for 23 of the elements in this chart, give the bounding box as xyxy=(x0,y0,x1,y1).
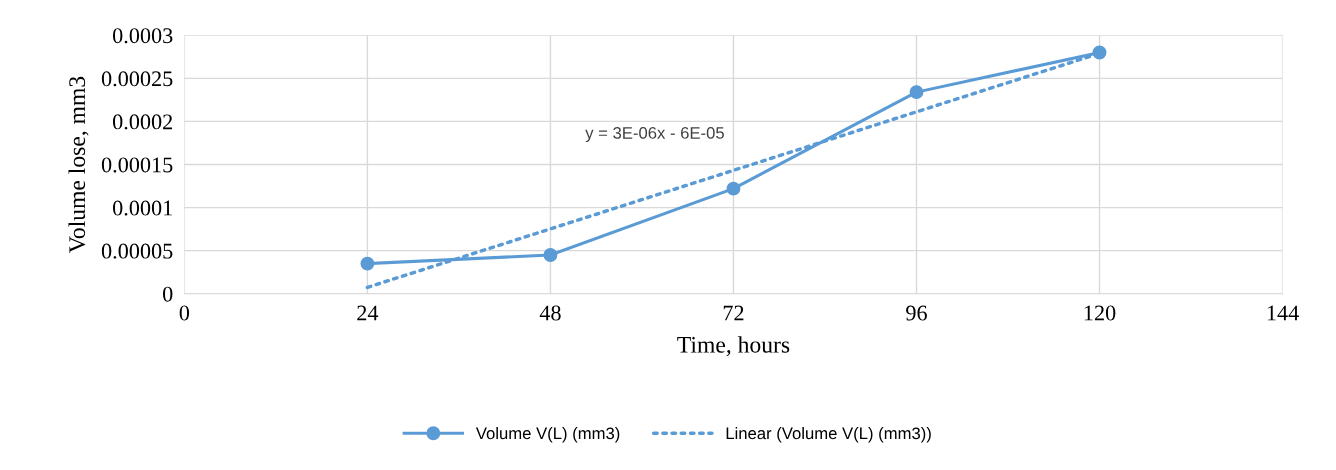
point xyxy=(543,248,558,262)
x-tick-label: 96 xyxy=(906,305,927,321)
y-tick-label: 0.0003 xyxy=(112,28,173,44)
legend-label: Linear (Volume V(L) (mm3)) xyxy=(726,426,931,443)
y-tick-label: 0 xyxy=(162,286,173,302)
y-tick-label: 0.0001 xyxy=(112,200,172,216)
x-tick-label: 144 xyxy=(1267,305,1299,321)
point xyxy=(726,181,741,196)
x-axis-title: Time, hours xyxy=(677,336,790,357)
y-tick-label: 0.00015 xyxy=(101,157,173,173)
x-tick-label: 24 xyxy=(357,305,379,321)
y-tick-label: 0.00025 xyxy=(101,71,173,87)
legend-label: Volume V(L) (mm3) xyxy=(475,426,620,443)
y-axis-title: Volume lose, mm3 xyxy=(68,76,89,253)
y-tick-label: 0.00005 xyxy=(101,243,173,259)
x-tick-label: 0 xyxy=(179,305,190,321)
x-tick-label: 120 xyxy=(1084,305,1116,321)
point xyxy=(909,85,924,100)
annotation: y = 3E-06x - 6E-05 xyxy=(585,127,724,143)
x-tick-label: 48 xyxy=(539,305,561,321)
y-tick-label: 0.0002 xyxy=(112,114,173,130)
point xyxy=(360,256,375,271)
x-tick-label: 72 xyxy=(723,305,744,321)
